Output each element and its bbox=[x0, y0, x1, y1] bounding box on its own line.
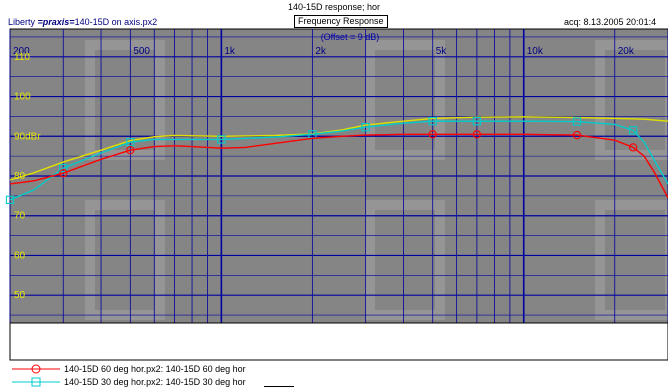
legend-swatch-square bbox=[12, 377, 60, 387]
y-tick-label: 100 bbox=[14, 92, 31, 103]
series-line bbox=[9, 116, 668, 181]
y-tick-label: 80 bbox=[14, 171, 26, 182]
x-tick-label: 200 bbox=[13, 46, 30, 57]
file-info: Liberty =praxis=140-15D on axis.px2 bbox=[8, 17, 157, 28]
app-name: Liberty bbox=[8, 17, 36, 27]
brand-label: =praxis= bbox=[37, 17, 75, 27]
data-point-square bbox=[572, 117, 582, 126]
watermark-mark bbox=[595, 40, 668, 160]
offset-annotation: (Offset = 9 dB) bbox=[321, 32, 380, 42]
legend: 140-15D 60 deg hor.px2: 140-15D 60 deg h… bbox=[10, 361, 668, 392]
legend-item: 140-15D 30 deg hor.px2: 140-15D 30 deg h… bbox=[10, 376, 668, 388]
data-point-square bbox=[59, 163, 68, 173]
y-tick-label: 50 bbox=[14, 290, 26, 301]
legend-swatch-circle bbox=[12, 364, 60, 374]
tick-labels: 200 500 1k 2k 5k 10k 20k 110 100 90dBr 80 70 60 50 bbox=[13, 46, 635, 301]
series-line bbox=[9, 133, 668, 199]
data-point-square bbox=[5, 195, 15, 204]
data-point-circle bbox=[59, 169, 68, 178]
x-tick-label: 5k bbox=[436, 46, 448, 57]
y-tick-label: 70 bbox=[14, 211, 26, 222]
legend-label: 140-15D 60 deg hor.px2: 140-15D 60 deg h… bbox=[64, 364, 246, 374]
data-point-square bbox=[428, 117, 437, 126]
y-tick-label: 110 bbox=[14, 52, 30, 63]
window-title: 140-15D response; hor bbox=[287, 2, 381, 12]
watermark-mark bbox=[85, 40, 165, 160]
data-point-square bbox=[361, 122, 370, 132]
data-point-circle bbox=[428, 130, 437, 139]
data-point-circle bbox=[572, 130, 582, 140]
y-tick-label: 90dBr bbox=[14, 131, 41, 142]
x-tick-label: 500 bbox=[133, 46, 150, 57]
x-tick-label: 2k bbox=[315, 46, 327, 57]
data-point-square bbox=[472, 117, 482, 126]
data-point-circle bbox=[126, 146, 135, 155]
acquisition-time: acq: 8.13.2005 20:01:4 bbox=[564, 17, 657, 27]
file-name: 140-15D on axis.px2 bbox=[74, 17, 158, 27]
y-tick-label: 60 bbox=[14, 250, 26, 261]
data-point-square bbox=[217, 135, 226, 144]
lower-panel bbox=[9, 322, 668, 361]
legend-label: 140-15D 30 deg hor.px2: 140-15D 30 deg h… bbox=[64, 377, 246, 387]
legend-item: 140-15D 60 deg hor.px2: 140-15D 60 deg h… bbox=[10, 363, 668, 375]
legend-underline bbox=[264, 386, 294, 387]
watermark-mark bbox=[365, 40, 445, 160]
x-tick-label: 20k bbox=[618, 46, 635, 57]
data-point-circle bbox=[628, 143, 638, 152]
data-point-square bbox=[628, 126, 638, 135]
chart-subtitle: Frequency Response bbox=[294, 15, 388, 28]
series-line bbox=[9, 120, 668, 201]
series-layer bbox=[5, 116, 668, 204]
data-point-circle bbox=[472, 130, 482, 139]
x-tick-label: 10k bbox=[527, 46, 544, 57]
x-tick-label: 1k bbox=[224, 46, 236, 57]
data-point-square bbox=[126, 138, 135, 147]
